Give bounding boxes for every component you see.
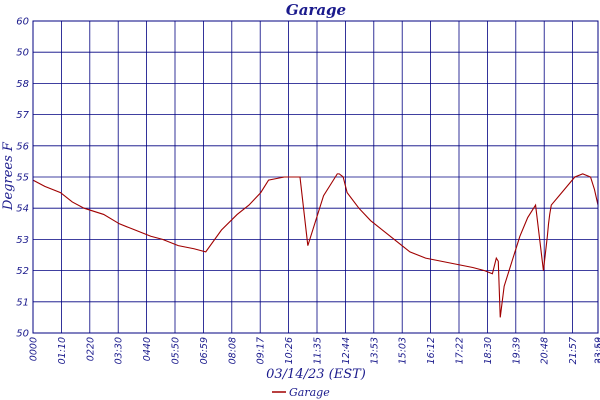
y-tick-label: 60 — [16, 17, 29, 28]
plot-area-frame — [32, 20, 599, 334]
x-axis-label: 03/14/23 (EST) — [266, 367, 366, 382]
x-tick-label: 16:12 — [426, 337, 437, 364]
x-tick-label: 18:30 — [483, 337, 494, 364]
y-tick-label: 53 — [16, 235, 29, 246]
x-tick-label: 0000 — [29, 337, 40, 361]
x-tick-label: 21:57 — [568, 337, 579, 364]
y-tick-label: 50 — [16, 48, 29, 59]
x-tick-label: 15:03 — [398, 337, 409, 364]
chart-title: Garage — [286, 1, 346, 19]
y-tick-label: 56 — [16, 141, 29, 152]
x-tick-label: 06:59 — [199, 337, 210, 364]
y-tick-labels: 50 51 52 53 54 55 56 57 58 50 60 — [16, 17, 29, 340]
y-tick-label: 50 — [16, 329, 29, 340]
y-tick-label: 51 — [16, 297, 29, 308]
x-tick-label: 05:50 — [171, 337, 182, 364]
x-tick-label: 20:48 — [540, 337, 551, 364]
y-tick-label: 58 — [16, 79, 29, 90]
x-tick-label: 11:35 — [313, 337, 324, 364]
y-tick-label: 55 — [16, 173, 29, 184]
x-tick-label: 10:26 — [284, 337, 295, 364]
x-tick-label: 0440 — [142, 337, 153, 361]
x-tick-label: 13:53 — [369, 337, 380, 364]
x-tick-label: 03:30 — [114, 337, 125, 364]
y-tick-label: 52 — [16, 266, 29, 277]
x-tick-label: 08:08 — [227, 337, 238, 364]
y-tick-label: 54 — [16, 204, 29, 215]
x-tick-label: 17:22 — [455, 337, 466, 364]
x-tick-label: 23:06 — [597, 337, 600, 364]
x-tick-label: 09:17 — [256, 337, 267, 364]
x-tick-label: 0220 — [85, 337, 96, 361]
gridlines — [33, 20, 598, 334]
y-tick-label: 57 — [16, 110, 29, 121]
x-tick-label: 19:39 — [511, 337, 522, 364]
x-tick-label: 01:10 — [57, 337, 68, 364]
legend-label-garage: Garage — [289, 386, 330, 399]
x-tick-labels: 0000 01:10 0220 03:30 0440 05:50 06:59 08:08 09:… — [29, 337, 600, 364]
x-tick-label: 12:44 — [341, 337, 352, 364]
y-axis-label: Degrees F — [1, 141, 16, 211]
legend: Garage — [272, 386, 330, 399]
x-tick-label: 23:59 — [594, 337, 600, 364]
series-line-garage — [32, 173, 599, 318]
